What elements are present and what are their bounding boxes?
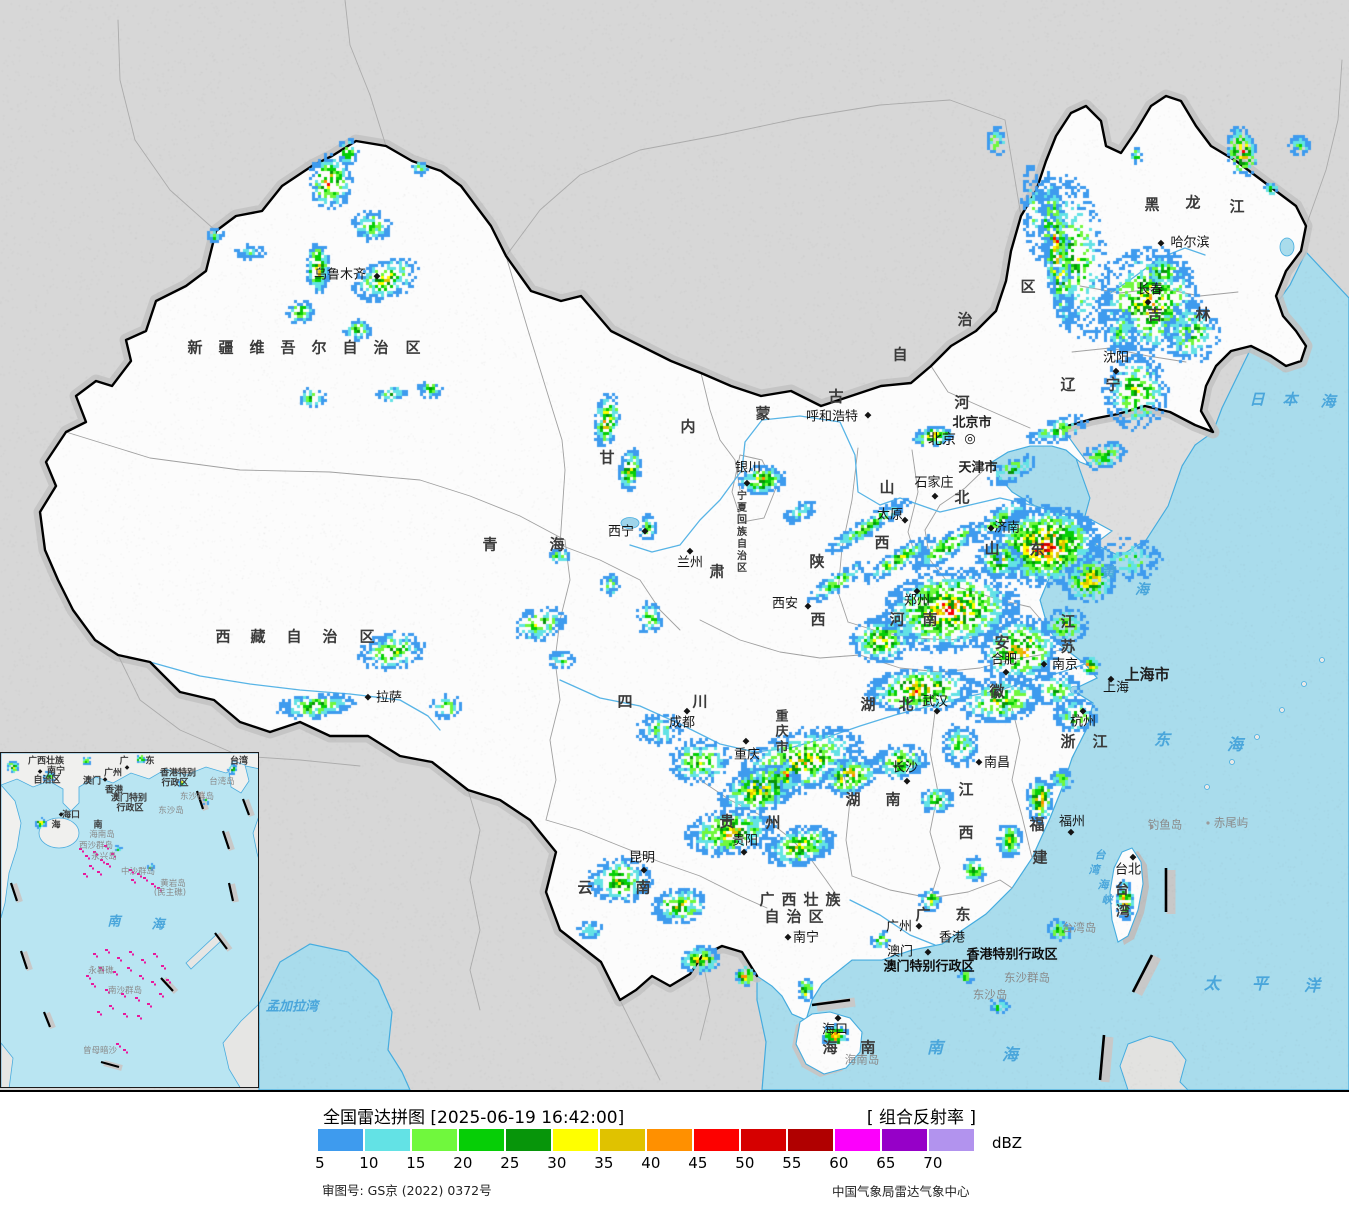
- inset-label: 海南岛: [89, 829, 115, 840]
- inset-label: 东沙岛: [158, 805, 184, 816]
- dbz-tick-labels: 5 10 15 20 25 30 35 40 45 50 55 60 65 70: [0, 1154, 1349, 1172]
- inset-label: 永兴岛: [91, 851, 117, 862]
- dbz-unit-label: dBZ: [992, 1134, 1023, 1152]
- inset-label: 海: [51, 820, 61, 831]
- colorbar-swatch-65: [882, 1129, 927, 1151]
- colorbar-swatch-25: [506, 1129, 551, 1151]
- dbz-tick-70: 70: [923, 1154, 943, 1172]
- inset-labels-layer: 广西壮族 自治区 南宁广东广州 香港特别 行政区 澳门 香港 澳门特别 行政区 台湾 海口海南台湾岛…: [1, 753, 258, 1087]
- inset-city-marker-icon: ◆: [37, 768, 43, 775]
- colorbar-swatch-30: [553, 1129, 598, 1151]
- inset-label: 广: [119, 756, 129, 767]
- dbz-tick-25: 25: [500, 1154, 520, 1172]
- inset-radar-canvas: [1, 753, 258, 1087]
- inset-label: 台湾: [229, 756, 249, 767]
- inset-label: 行政区: [116, 803, 144, 814]
- mosaic-title: 全国雷达拼图 [2025-06-19 16:42:00]: [323, 1108, 625, 1128]
- agency-name: 中国气象局雷达气象中心: [832, 1184, 970, 1199]
- colorbar-swatch-50: [741, 1129, 786, 1151]
- inset-label: 黄岩岛: [160, 878, 186, 889]
- inset-label: 香港特别: [159, 768, 197, 779]
- map-approval-number: 审图号: GS京 (2022) 0372号: [322, 1183, 492, 1198]
- inset-label: 东: [145, 756, 155, 767]
- dbz-tick-40: 40: [641, 1154, 661, 1172]
- inset-label: 自治区: [33, 775, 61, 786]
- dbz-colorbar: [318, 1129, 976, 1151]
- inset-label: 广州: [103, 768, 123, 779]
- inset-label: 中沙群岛: [120, 866, 156, 877]
- inset-city-marker-icon: ◆: [124, 764, 130, 771]
- dbz-tick-5: 5: [315, 1154, 325, 1172]
- inset-label: 东沙群岛: [179, 791, 215, 802]
- inset-city-marker-icon: ◆: [102, 776, 108, 783]
- colorbar-swatch-60: [835, 1129, 880, 1151]
- inset-city-marker-icon: ◆: [58, 811, 64, 818]
- inset-label: 永暑礁: [88, 965, 114, 976]
- inset-label: 香港: [104, 785, 124, 796]
- dbz-tick-50: 50: [735, 1154, 755, 1172]
- colorbar-swatch-40: [647, 1129, 692, 1151]
- inset-label: 南: [93, 820, 103, 831]
- inset-label: 南沙群岛: [107, 985, 143, 996]
- colorbar-swatch-20: [459, 1129, 504, 1151]
- inset-label: 西沙群岛: [78, 840, 114, 851]
- colorbar-swatch-10: [365, 1129, 410, 1151]
- colorbar-swatch-55: [788, 1129, 833, 1151]
- colorbar-swatch-70: [929, 1129, 974, 1151]
- inset-label: 台湾岛: [209, 776, 235, 787]
- inset-label: 海口: [61, 810, 81, 821]
- colorbar-swatch-5: [318, 1129, 363, 1151]
- inset-label: 曾母暗沙: [82, 1045, 118, 1056]
- dbz-tick-65: 65: [876, 1154, 896, 1172]
- colorbar-swatch-35: [600, 1129, 645, 1151]
- dbz-tick-60: 60: [829, 1154, 849, 1172]
- south-china-sea-inset-map: 广西壮族 自治区 南宁广东广州 香港特别 行政区 澳门 香港 澳门特别 行政区 台湾 海口海南台湾岛…: [0, 752, 259, 1088]
- colorbar-swatch-15: [412, 1129, 457, 1151]
- dbz-tick-20: 20: [453, 1154, 473, 1172]
- dbz-tick-15: 15: [406, 1154, 426, 1172]
- dbz-tick-55: 55: [782, 1154, 802, 1172]
- legend-panel: 全国雷达拼图 [2025-06-19 16:42:00] [ 组合反射率 ] 5…: [0, 1090, 1349, 1208]
- inset-label: 澳门特别: [110, 793, 148, 804]
- inset-label: (民主礁): [153, 887, 187, 898]
- map-area: 新疆维吾尔自治区西藏自治区青海甘肃内蒙古自治区陕西山西河北山东河南安徽江苏湖北湖…: [0, 0, 1349, 1090]
- inset-label: 海: [151, 917, 165, 933]
- inset-label: 澳门: [82, 776, 102, 787]
- inset-label: 南宁: [46, 766, 66, 777]
- inset-label: 行政区: [161, 778, 189, 789]
- product-name: [ 组合反射率 ]: [866, 1108, 976, 1128]
- inset-label: 广西壮族: [27, 756, 65, 767]
- colorbar-swatch-45: [694, 1129, 739, 1151]
- dbz-tick-10: 10: [359, 1154, 379, 1172]
- dbz-tick-45: 45: [688, 1154, 708, 1172]
- dbz-tick-30: 30: [547, 1154, 567, 1172]
- dbz-tick-35: 35: [594, 1154, 614, 1172]
- inset-label: 南: [107, 914, 121, 930]
